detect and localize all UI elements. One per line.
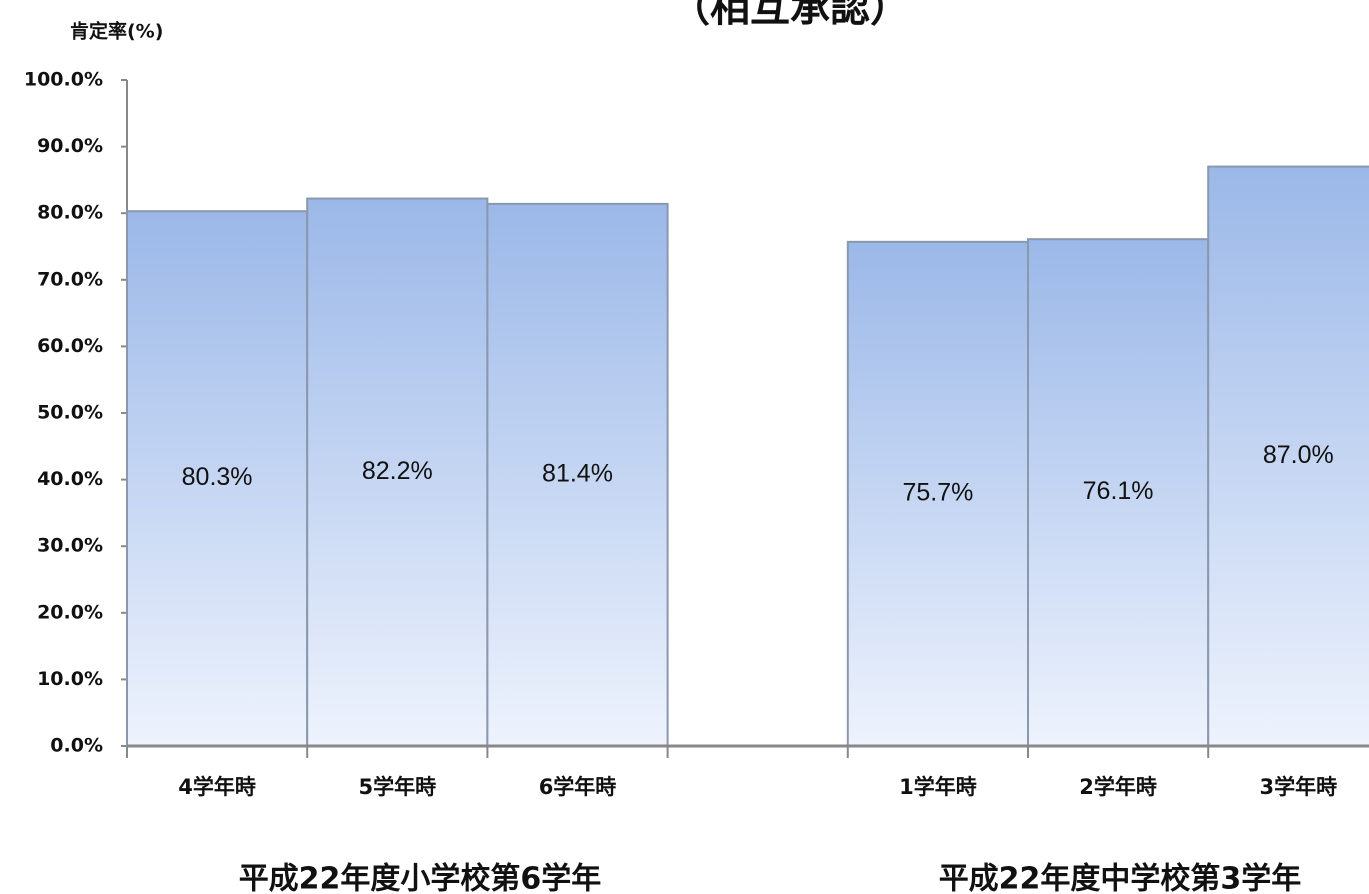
y-tick-label: 40.0% bbox=[37, 468, 103, 490]
value-label: 87.0% bbox=[1263, 441, 1334, 469]
y-tick-label: 60.0% bbox=[37, 335, 103, 357]
x-tick-label: 3学年時 bbox=[1259, 775, 1337, 799]
y-tick-label: 0.0% bbox=[50, 735, 103, 757]
bar bbox=[1207, 165, 1369, 747]
x-tick-label: 1学年時 bbox=[899, 775, 977, 799]
y-tick-label: 100.0% bbox=[24, 69, 103, 91]
group-label: 平成22年度中学校第3学年 bbox=[939, 862, 1302, 894]
x-tick-label: 6学年時 bbox=[539, 775, 617, 799]
value-label: 75.7% bbox=[902, 479, 973, 507]
bar bbox=[486, 202, 669, 748]
bar bbox=[126, 210, 309, 747]
value-label: 82.2% bbox=[362, 457, 433, 485]
y-tick-label: 70.0% bbox=[37, 268, 103, 290]
value-label: 80.3% bbox=[182, 463, 253, 491]
x-tick-label: 4学年時 bbox=[178, 775, 256, 799]
value-label: 81.4% bbox=[542, 460, 613, 488]
y-tick-label: 80.0% bbox=[37, 202, 103, 224]
y-tick-label: 50.0% bbox=[37, 402, 103, 424]
y-axis-label: 肯定率(%) bbox=[70, 20, 163, 43]
group-label: 平成22年度小学校第6学年 bbox=[239, 862, 602, 894]
value-label: 76.1% bbox=[1083, 477, 1154, 505]
y-tick-label: 20.0% bbox=[37, 601, 103, 623]
chart-title: （相互承認） bbox=[670, 0, 910, 31]
bar bbox=[846, 240, 1029, 747]
x-tick-label: 2学年時 bbox=[1079, 775, 1157, 799]
y-tick-label: 10.0% bbox=[37, 668, 103, 690]
y-tick-label: 30.0% bbox=[37, 535, 103, 557]
y-tick-label: 90.0% bbox=[37, 135, 103, 157]
x-tick-label: 5学年時 bbox=[358, 775, 436, 799]
